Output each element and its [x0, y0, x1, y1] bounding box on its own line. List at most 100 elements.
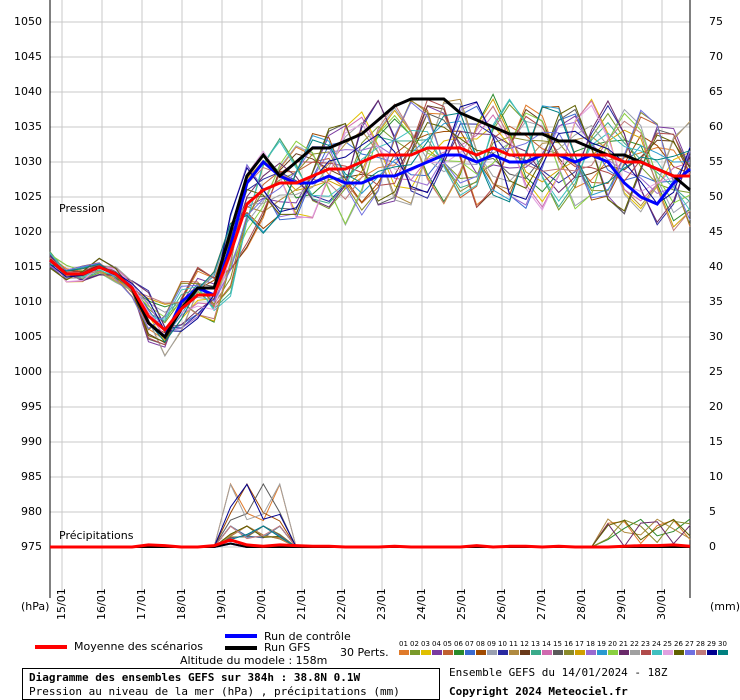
copyright: Copyright 2024 Meteociel.fr: [449, 685, 628, 698]
pert-swatch: [553, 650, 563, 655]
left-tick-label: 995: [21, 400, 42, 413]
x-tick-label: 20/01: [255, 588, 268, 620]
pert-swatch: [641, 650, 651, 655]
x-tick-label: 19/01: [215, 588, 228, 620]
pert-number: 19: [597, 640, 606, 648]
pert-number: 26: [674, 640, 683, 648]
pert-swatch: [619, 650, 629, 655]
pert-swatch: [487, 650, 497, 655]
pert-number: 07: [465, 640, 474, 648]
altitude-label: Altitude du modele : 158m: [180, 654, 328, 667]
member-line-29: [49, 101, 691, 332]
pert-swatch: [421, 650, 431, 655]
pert-swatch: [454, 650, 464, 655]
pert-swatch: [674, 650, 684, 655]
mean-precip-line: [50, 538, 691, 549]
right-tick-label: 75: [709, 15, 723, 28]
pert-swatch: [685, 650, 695, 655]
x-tick-label: 21/01: [295, 588, 308, 620]
pert-swatch: [586, 650, 596, 655]
pert-swatch: [707, 650, 717, 655]
member-line-14: [49, 100, 691, 337]
right-tick-label: 10: [709, 470, 723, 483]
perts-label: 30 Perts.: [340, 646, 389, 659]
pert-number: 29: [707, 640, 716, 648]
pert-number: 21: [619, 640, 628, 648]
x-tick-label: 24/01: [415, 588, 428, 620]
pert-number: 30: [718, 640, 727, 648]
pert-number: 17: [575, 640, 584, 648]
pert-swatch: [410, 650, 420, 655]
right-tick-label: 70: [709, 50, 723, 63]
pert-number: 18: [586, 640, 595, 648]
x-tick-label: 26/01: [495, 588, 508, 620]
left-tick-label: 990: [21, 435, 42, 448]
control-legend-swatch: [225, 634, 257, 638]
pert-swatch: [718, 650, 728, 655]
right-tick-label: 40: [709, 260, 723, 273]
pert-number: 13: [531, 640, 540, 648]
member-precip-22: [50, 482, 690, 548]
right-tick-label: 20: [709, 400, 723, 413]
member-line-28: [49, 103, 691, 320]
pert-swatch: [575, 650, 585, 655]
left-tick-label: 1030: [14, 155, 42, 168]
member-line-6: [49, 93, 691, 323]
pressure-label: Pression: [59, 202, 105, 215]
pert-swatch: [443, 650, 453, 655]
x-tick-label: 23/01: [375, 588, 388, 620]
run-info: Ensemble GEFS du 14/01/2024 - 18Z: [449, 666, 668, 679]
member-precip-29: [50, 483, 690, 548]
pert-number: 12: [520, 640, 529, 648]
pert-number: 01: [399, 640, 408, 648]
right-tick-label: 5: [709, 505, 716, 518]
member-precip-15: [50, 482, 690, 548]
pert-swatch: [652, 650, 662, 655]
mean-legend-label: Moyenne des scénarios: [74, 640, 203, 653]
pert-swatch: [399, 650, 409, 655]
left-tick-label: 1040: [14, 85, 42, 98]
gfs-legend-swatch: [225, 646, 257, 650]
left-tick-label: 1000: [14, 365, 42, 378]
left-tick-label: 1010: [14, 295, 42, 308]
pert-swatch: [597, 650, 607, 655]
pert-number: 15: [553, 640, 562, 648]
pert-number: 03: [421, 640, 430, 648]
member-line-20: [49, 112, 691, 318]
pert-swatch: [476, 650, 486, 655]
pert-number: 09: [487, 640, 496, 648]
x-tick-label: 25/01: [455, 588, 468, 620]
mean-pressure-line: [49, 146, 690, 333]
pert-number: 27: [685, 640, 694, 648]
pert-number: 14: [542, 640, 551, 648]
left-tick-label: 1035: [14, 120, 42, 133]
left-tick-label: 1045: [14, 50, 42, 63]
pert-number: 16: [564, 640, 573, 648]
left-tick-label: 1015: [14, 260, 42, 273]
pert-swatch: [432, 650, 442, 655]
left-tick-label: 985: [21, 470, 42, 483]
footer-subtitle: Pression au niveau de la mer (hPa) , pré…: [29, 685, 400, 698]
pert-number: 28: [696, 640, 705, 648]
right-tick-label: 25: [709, 365, 723, 378]
pert-number: 24: [652, 640, 661, 648]
pert-number: 25: [663, 640, 672, 648]
right-tick-label: 65: [709, 85, 723, 98]
pert-swatch: [696, 650, 706, 655]
pert-swatch: [608, 650, 618, 655]
pert-swatch: [531, 650, 541, 655]
x-tick-label: 29/01: [615, 588, 628, 620]
pert-number: 10: [498, 640, 507, 648]
left-tick-label: 1025: [14, 190, 42, 203]
x-tick-label: 22/01: [335, 588, 348, 620]
pert-swatch: [630, 650, 640, 655]
x-tick-label: 18/01: [175, 588, 188, 620]
control-legend-label: Run de contrôle: [264, 630, 351, 643]
x-tick-label: 27/01: [535, 588, 548, 620]
pert-number: 22: [630, 640, 639, 648]
pert-number: 04: [432, 640, 441, 648]
precip-label: Précipitations: [59, 529, 134, 542]
member-precip-8: [50, 482, 690, 548]
pert-swatch: [498, 650, 508, 655]
right-tick-label: 15: [709, 435, 723, 448]
